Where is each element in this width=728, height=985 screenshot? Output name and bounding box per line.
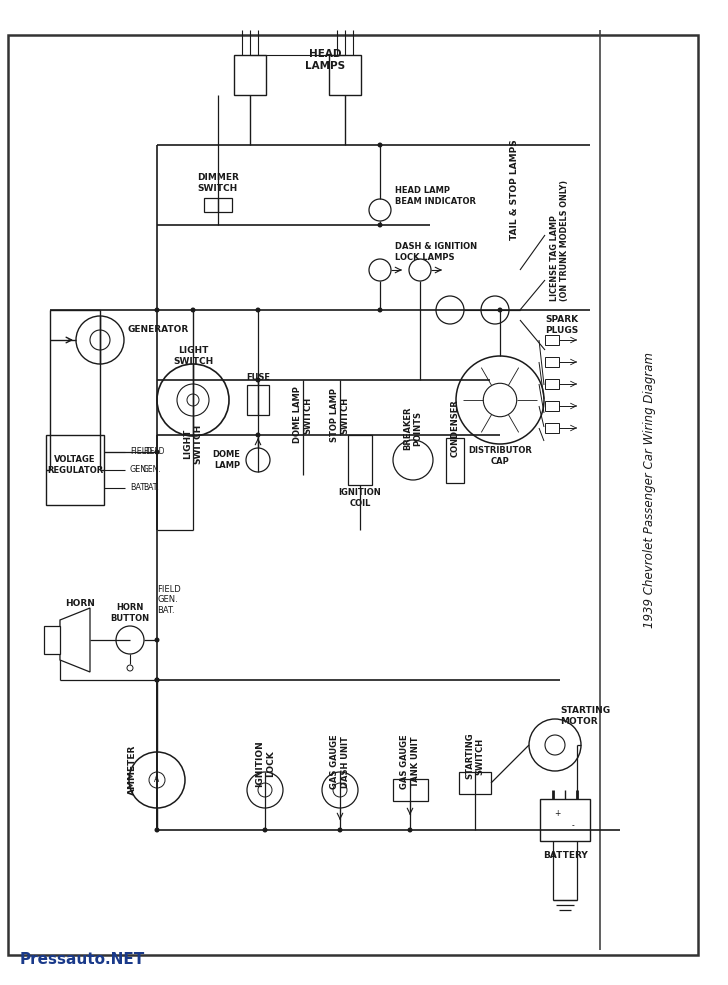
Bar [545,357,559,367]
Text: BATTERY: BATTERY [542,850,587,860]
Text: GAS GAUGE
DASH UNIT: GAS GAUGE DASH UNIT [331,735,349,789]
Bar [545,423,559,433]
Bar [545,401,559,411]
Text: LIGHT
SWITCH: LIGHT SWITCH [173,347,213,365]
Circle shape [256,432,261,437]
Bar [329,55,361,95]
Bar [459,772,491,794]
Text: +: + [554,810,560,819]
Text: IGNITION
LOCK: IGNITION LOCK [256,741,274,787]
Circle shape [154,678,159,683]
Text: DASH & IGNITION
LOCK LAMPS: DASH & IGNITION LOCK LAMPS [395,242,477,262]
Circle shape [191,307,196,312]
Circle shape [408,827,413,832]
Bar [44,626,60,654]
Text: LIGHT
SWITCH: LIGHT SWITCH [183,424,202,464]
Text: DISTRIBUTOR
CAP: DISTRIBUTOR CAP [468,446,532,466]
Bar [540,799,590,841]
Text: STARTING
SWITCH: STARTING SWITCH [465,733,485,779]
Text: 1939 Chevrolet Passenger Car Wiring Diagram: 1939 Chevrolet Passenger Car Wiring Diag… [644,352,657,628]
Bar [348,435,372,485]
Text: STOP LAMP
SWITCH: STOP LAMP SWITCH [331,388,349,442]
Text: HEAD LAMP
BEAM INDICATOR: HEAD LAMP BEAM INDICATOR [395,186,476,206]
Circle shape [154,449,159,454]
Text: DOME LAMP
SWITCH: DOME LAMP SWITCH [293,386,313,443]
Circle shape [497,307,502,312]
Text: DIMMER
SWITCH: DIMMER SWITCH [197,173,239,193]
Text: HORN: HORN [65,599,95,608]
Circle shape [154,827,159,832]
Text: Pressauto.NET: Pressauto.NET [20,952,146,967]
Text: STARTING
MOTOR: STARTING MOTOR [560,706,610,726]
Text: -: - [571,821,574,830]
Text: DOME
LAMP: DOME LAMP [212,450,240,470]
Bar [46,435,104,505]
Text: FIELD: FIELD [130,447,152,456]
Circle shape [263,827,267,832]
Bar [545,379,559,389]
Circle shape [154,307,159,312]
Circle shape [256,377,261,382]
Text: BAT.: BAT. [130,484,146,492]
Text: FUSE: FUSE [246,373,270,382]
Bar [204,198,232,212]
Circle shape [154,678,159,683]
Text: HEAD
LAMPS: HEAD LAMPS [305,49,345,71]
Text: TAIL & STOP LAMPS: TAIL & STOP LAMPS [510,140,519,240]
Text: CONDENSER: CONDENSER [451,399,459,457]
Text: FIELD: FIELD [143,447,165,456]
Text: GEN.: GEN. [143,466,162,475]
Bar [392,779,427,801]
Bar [247,385,269,415]
Text: IGNITION
COIL: IGNITION COIL [339,489,381,507]
Circle shape [256,307,261,312]
Circle shape [338,827,342,832]
Text: AMMETER: AMMETER [128,745,137,795]
Circle shape [378,307,382,312]
Bar [446,437,464,483]
Text: FIELD
GEN.
BAT.: FIELD GEN. BAT. [157,585,181,615]
Circle shape [154,637,159,642]
Text: VOLTAGE
REGULATOR: VOLTAGE REGULATOR [47,455,103,475]
Text: GENERATOR: GENERATOR [128,325,189,335]
Text: BREAKER
POINTS: BREAKER POINTS [403,406,423,450]
Text: SPARK
PLUGS: SPARK PLUGS [545,315,578,335]
Text: A: A [154,775,159,784]
Text: HORN
BUTTON: HORN BUTTON [111,603,149,623]
Circle shape [378,143,382,148]
Text: GEN.: GEN. [130,466,150,475]
Text: BAT.: BAT. [143,484,159,492]
Text: LICENSE TAG LAMP
(ON TRUNK MODELS ONLY): LICENSE TAG LAMP (ON TRUNK MODELS ONLY) [550,179,569,300]
Bar [545,335,559,345]
Bar [234,55,266,95]
Polygon shape [60,608,90,672]
Circle shape [378,223,382,228]
Text: GAS GAUGE
TANK UNIT: GAS GAUGE TANK UNIT [400,735,420,789]
